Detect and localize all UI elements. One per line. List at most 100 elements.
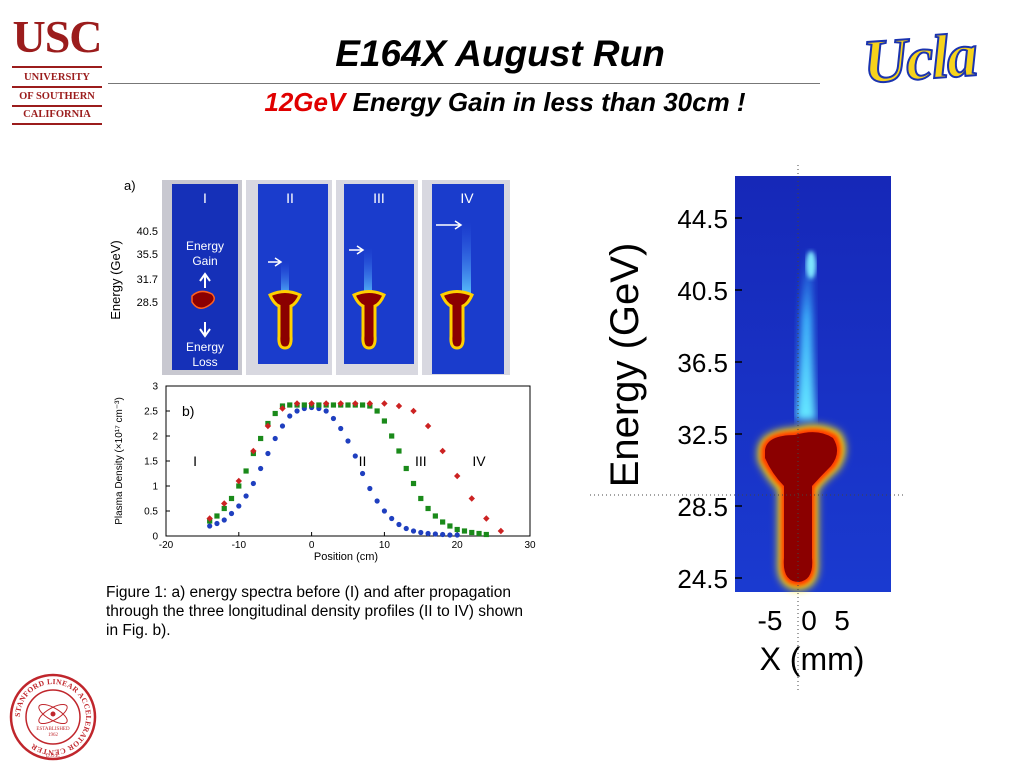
data-point-iv <box>221 500 228 507</box>
beam-spot <box>765 432 838 582</box>
slac-logo-inner-ring <box>25 689 81 745</box>
data-point-iii <box>374 408 380 414</box>
panel-a-y-axis-label: Energy (GeV) <box>108 240 123 319</box>
spectrum-iii-label: III <box>373 190 385 206</box>
data-point-ii <box>221 517 227 523</box>
spectrum-y-tick-label: 44.5 <box>677 204 728 234</box>
series-annotation: II <box>359 453 367 469</box>
data-point-iii <box>425 505 431 512</box>
slac-logo-doe: D.O.E. <box>46 754 60 759</box>
data-point-iii <box>396 448 402 454</box>
data-point-iii <box>301 402 307 408</box>
spectrum-y-tick-label: 36.5 <box>677 348 728 378</box>
data-point-ii <box>454 532 460 538</box>
atom-orbit-icon <box>38 703 68 725</box>
panel-b-label: b) <box>182 403 194 419</box>
usc-logo-rule <box>12 105 102 107</box>
atom-orbit-icon <box>38 703 68 725</box>
beam-spot <box>440 290 474 350</box>
usc-logo-line2: OF SOUTHERN <box>19 91 95 102</box>
energy-spectrum-image: Energy (GeV) 44.5 40.5 36.5 32.5 28.5 24.5 -5 0… <box>590 165 905 690</box>
usc-logo-wordmark: USC <box>12 11 102 62</box>
spectrum-x-tick-label: -5 <box>758 605 783 636</box>
data-point-ii <box>440 531 446 538</box>
x-tick-label: -10 <box>232 540 247 551</box>
ucla-logo-wordmark: Ucla <box>861 21 979 97</box>
data-point-iii <box>483 531 489 538</box>
title-divider <box>108 83 820 84</box>
spectrum-ii-label: II <box>286 190 294 206</box>
data-point-ii <box>250 480 256 487</box>
energy-streak <box>281 262 289 300</box>
energy-streak <box>364 248 372 300</box>
data-point-iv <box>235 477 242 485</box>
data-point-iv <box>454 472 461 480</box>
data-point-ii <box>228 510 235 517</box>
y-tick-label: 3 <box>152 382 158 393</box>
arrow-right-icon <box>349 245 365 255</box>
y-tick-label: 2 <box>152 432 158 443</box>
energy-jet <box>796 250 816 420</box>
data-point-iv <box>293 400 301 407</box>
data-point-iv <box>366 400 374 407</box>
x-tick-label: 20 <box>452 540 464 551</box>
data-point-iv <box>308 400 315 407</box>
data-point-iii <box>236 483 242 489</box>
spectrum-ii-image <box>258 184 328 364</box>
panel-a-label: a) <box>124 178 136 193</box>
usc-logo-rule <box>12 66 102 68</box>
data-point-ii <box>403 525 409 532</box>
data-point-iii <box>243 468 249 474</box>
data-point-iii <box>228 495 235 502</box>
data-point-ii <box>272 435 278 442</box>
beam-spot <box>191 290 215 309</box>
panel-a-tick: 31.7 <box>137 274 158 286</box>
x-axis-label: Position (cm) <box>314 551 378 563</box>
data-point-iii <box>221 505 227 512</box>
data-point-iii <box>418 495 424 502</box>
beam-spot <box>352 290 386 350</box>
spectrum-x-axis-label: X (mm) <box>760 641 865 677</box>
data-point-iv <box>424 422 432 430</box>
data-point-iii <box>447 523 453 529</box>
energy-jet-tip <box>806 251 816 279</box>
data-point-iv <box>250 447 257 455</box>
y-tick-label: 1.5 <box>144 457 158 468</box>
y-tick-label: 0.5 <box>144 507 158 518</box>
data-point-ii <box>432 531 438 537</box>
subtitle-highlight: 12GeV <box>264 87 346 117</box>
data-point-ii <box>410 528 417 534</box>
data-point-iii <box>440 519 446 525</box>
data-point-iii <box>432 513 438 519</box>
slac-logo-year: 1962 <box>48 733 59 738</box>
slide-title: E164X August Run <box>335 33 665 74</box>
data-point-iv <box>410 407 417 415</box>
data-point-iv <box>279 405 286 412</box>
energy-gain-label: Gain <box>192 254 217 268</box>
data-point-ii <box>359 470 366 477</box>
usc-logo-line1: UNIVERSITY <box>24 72 90 83</box>
data-point-ii <box>323 408 329 414</box>
data-point-iii <box>345 402 351 408</box>
data-point-ii <box>352 453 358 459</box>
spectrum-y-tick-label: 24.5 <box>677 564 728 594</box>
panel-a-tick: 35.5 <box>137 249 158 261</box>
plasma-density-chart: -20 -10 0 10 20 30 0 0.5 1 1.5 2 2.5 3 Position (cm) P… <box>114 382 536 564</box>
spectrum-i-label: I <box>203 190 207 206</box>
spectrum-x-tick-label: 5 <box>834 605 850 636</box>
data-point-iii <box>258 435 264 442</box>
data-point-iii <box>330 402 337 408</box>
data-point-ii <box>381 508 387 514</box>
panel-a-tick: 40.5 <box>137 226 158 238</box>
data-point-iii <box>272 410 278 417</box>
data-point-ii <box>243 493 249 499</box>
data-point-iii <box>389 433 395 439</box>
data-point-iv <box>497 527 505 535</box>
spectrum-y-tick-label: 40.5 <box>677 276 728 306</box>
y-axis-label: Plasma Density (×10¹⁷ cm⁻³) <box>114 397 125 525</box>
x-tick-label: 30 <box>524 540 536 551</box>
energy-loss-label: Energy <box>186 340 224 354</box>
data-point-ii <box>330 415 337 422</box>
y-tick-label: 0 <box>152 532 158 543</box>
usc-logo: USC UNIVERSITY OF SOUTHERN CALIFORNIA <box>10 14 104 126</box>
